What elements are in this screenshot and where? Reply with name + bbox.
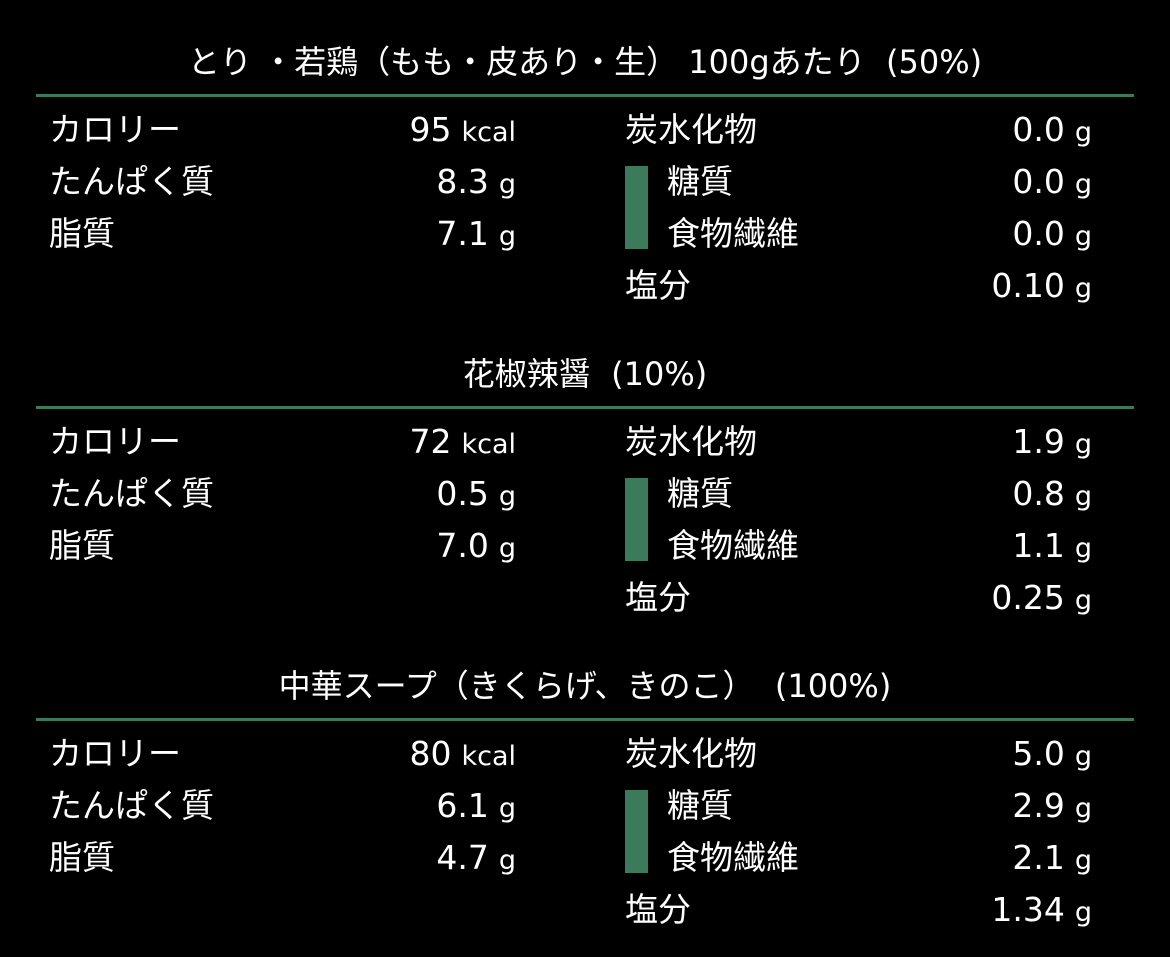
- fat-label: 脂質: [49, 526, 115, 565]
- section-title: とり ・若鶏（もも・皮あり・生） 100gあたり (50%): [187, 43, 983, 81]
- fiber-label: 食物繊維: [667, 526, 799, 565]
- fat-unit: g: [498, 221, 516, 252]
- carbs-breakdown-bar: [625, 478, 648, 561]
- sugar-unit: g: [1074, 481, 1092, 512]
- nutrition-section: 花椒辣醤 (10%) カロリー 72 kcal たんぱく質 0.5 g 脂質 7.0…: [0, 312, 1170, 624]
- salt-value: 0.10 g: [991, 260, 1092, 312]
- calories-label: カロリー: [49, 734, 181, 773]
- fat-number: 4.7: [436, 838, 489, 877]
- fiber-number: 2.1: [1012, 838, 1065, 877]
- carbs-unit: g: [1074, 741, 1092, 772]
- salt-label: 塩分: [625, 890, 691, 929]
- section-title: 中華スープ（きくらげ、きのこ） (100%): [278, 667, 892, 705]
- section-divider: [36, 718, 1134, 721]
- protein-number: 0.5: [436, 474, 489, 513]
- section-divider: [36, 406, 1134, 409]
- section-title: 花椒辣醤 (10%): [462, 355, 708, 393]
- fat-unit: g: [498, 533, 516, 564]
- protein-unit: g: [498, 169, 516, 200]
- salt-number: 1.34: [991, 890, 1065, 929]
- fiber-value: 0.0 g: [1012, 208, 1092, 260]
- salt-label: 塩分: [625, 578, 691, 617]
- fat-label: 脂質: [49, 214, 115, 253]
- calories-unit: kcal: [461, 429, 516, 460]
- calories-number: 72: [409, 422, 452, 461]
- carbs-label: 炭水化物: [625, 734, 757, 773]
- carbs-label: 炭水化物: [625, 422, 757, 461]
- calories-unit: kcal: [461, 117, 516, 148]
- fat-number: 7.1: [436, 214, 489, 253]
- fiber-label: 食物繊維: [667, 838, 799, 877]
- fat-label: 脂質: [49, 838, 115, 877]
- salt-unit: g: [1074, 585, 1092, 616]
- sugar-number: 2.9: [1012, 786, 1065, 825]
- carbs-value: 5.0 g: [1012, 728, 1092, 780]
- protein-label: たんぱく質: [49, 786, 214, 825]
- salt-label: 塩分: [625, 266, 691, 305]
- sugar-number: 0.8: [1012, 474, 1065, 513]
- salt-number: 0.25: [991, 578, 1065, 617]
- sugar-label: 糖質: [667, 474, 733, 513]
- carbs-label: 炭水化物: [625, 110, 757, 149]
- protein-value: 0.5 g: [436, 468, 516, 520]
- protein-unit: g: [498, 793, 516, 824]
- calories-value: 95 kcal: [409, 104, 516, 156]
- salt-value: 1.34 g: [991, 884, 1092, 936]
- protein-label: たんぱく質: [49, 474, 214, 513]
- calories-label: カロリー: [49, 110, 181, 149]
- fat-number: 7.0: [436, 526, 489, 565]
- calories-value: 72 kcal: [409, 416, 516, 468]
- carbs-unit: g: [1074, 429, 1092, 460]
- salt-value: 0.25 g: [991, 572, 1092, 624]
- protein-unit: g: [498, 481, 516, 512]
- fat-value: 7.0 g: [436, 520, 516, 572]
- salt-unit: g: [1074, 273, 1092, 304]
- sugar-number: 0.0: [1012, 162, 1065, 201]
- fiber-unit: g: [1074, 221, 1092, 252]
- carbs-number: 0.0: [1012, 110, 1065, 149]
- carbs-breakdown-bar: [625, 790, 648, 873]
- section-divider: [36, 94, 1134, 97]
- fiber-number: 0.0: [1012, 214, 1065, 253]
- protein-value: 6.1 g: [436, 780, 516, 832]
- nutrition-section: 中華スープ（きくらげ、きのこ） (100%) カロリー 80 kcal たんぱく質…: [0, 624, 1170, 936]
- salt-unit: g: [1074, 897, 1092, 928]
- protein-label: たんぱく質: [49, 162, 214, 201]
- sugar-value: 0.8 g: [1012, 468, 1092, 520]
- sugar-value: 0.0 g: [1012, 156, 1092, 208]
- sugar-unit: g: [1074, 793, 1092, 824]
- protein-number: 6.1: [436, 786, 489, 825]
- fiber-value: 2.1 g: [1012, 832, 1092, 884]
- fiber-value: 1.1 g: [1012, 520, 1092, 572]
- carbs-number: 1.9: [1012, 422, 1065, 461]
- fiber-unit: g: [1074, 845, 1092, 876]
- sugar-label: 糖質: [667, 162, 733, 201]
- fat-unit: g: [498, 845, 516, 876]
- calories-unit: kcal: [461, 741, 516, 772]
- fat-value: 4.7 g: [436, 832, 516, 884]
- fat-value: 7.1 g: [436, 208, 516, 260]
- sugar-unit: g: [1074, 169, 1092, 200]
- protein-number: 8.3: [436, 162, 489, 201]
- carbs-value: 1.9 g: [1012, 416, 1092, 468]
- carbs-unit: g: [1074, 117, 1092, 148]
- fiber-number: 1.1: [1012, 526, 1065, 565]
- carbs-value: 0.0 g: [1012, 104, 1092, 156]
- fiber-unit: g: [1074, 533, 1092, 564]
- sugar-label: 糖質: [667, 786, 733, 825]
- carbs-number: 5.0: [1012, 734, 1065, 773]
- salt-number: 0.10: [991, 266, 1065, 305]
- calories-label: カロリー: [49, 422, 181, 461]
- sugar-value: 2.9 g: [1012, 780, 1092, 832]
- fiber-label: 食物繊維: [667, 214, 799, 253]
- protein-value: 8.3 g: [436, 156, 516, 208]
- carbs-breakdown-bar: [625, 166, 648, 249]
- calories-number: 80: [409, 734, 452, 773]
- calories-number: 95: [409, 110, 452, 149]
- nutrition-section: とり ・若鶏（もも・皮あり・生） 100gあたり (50%) カロリー 95 kc…: [0, 0, 1170, 312]
- calories-value: 80 kcal: [409, 728, 516, 780]
